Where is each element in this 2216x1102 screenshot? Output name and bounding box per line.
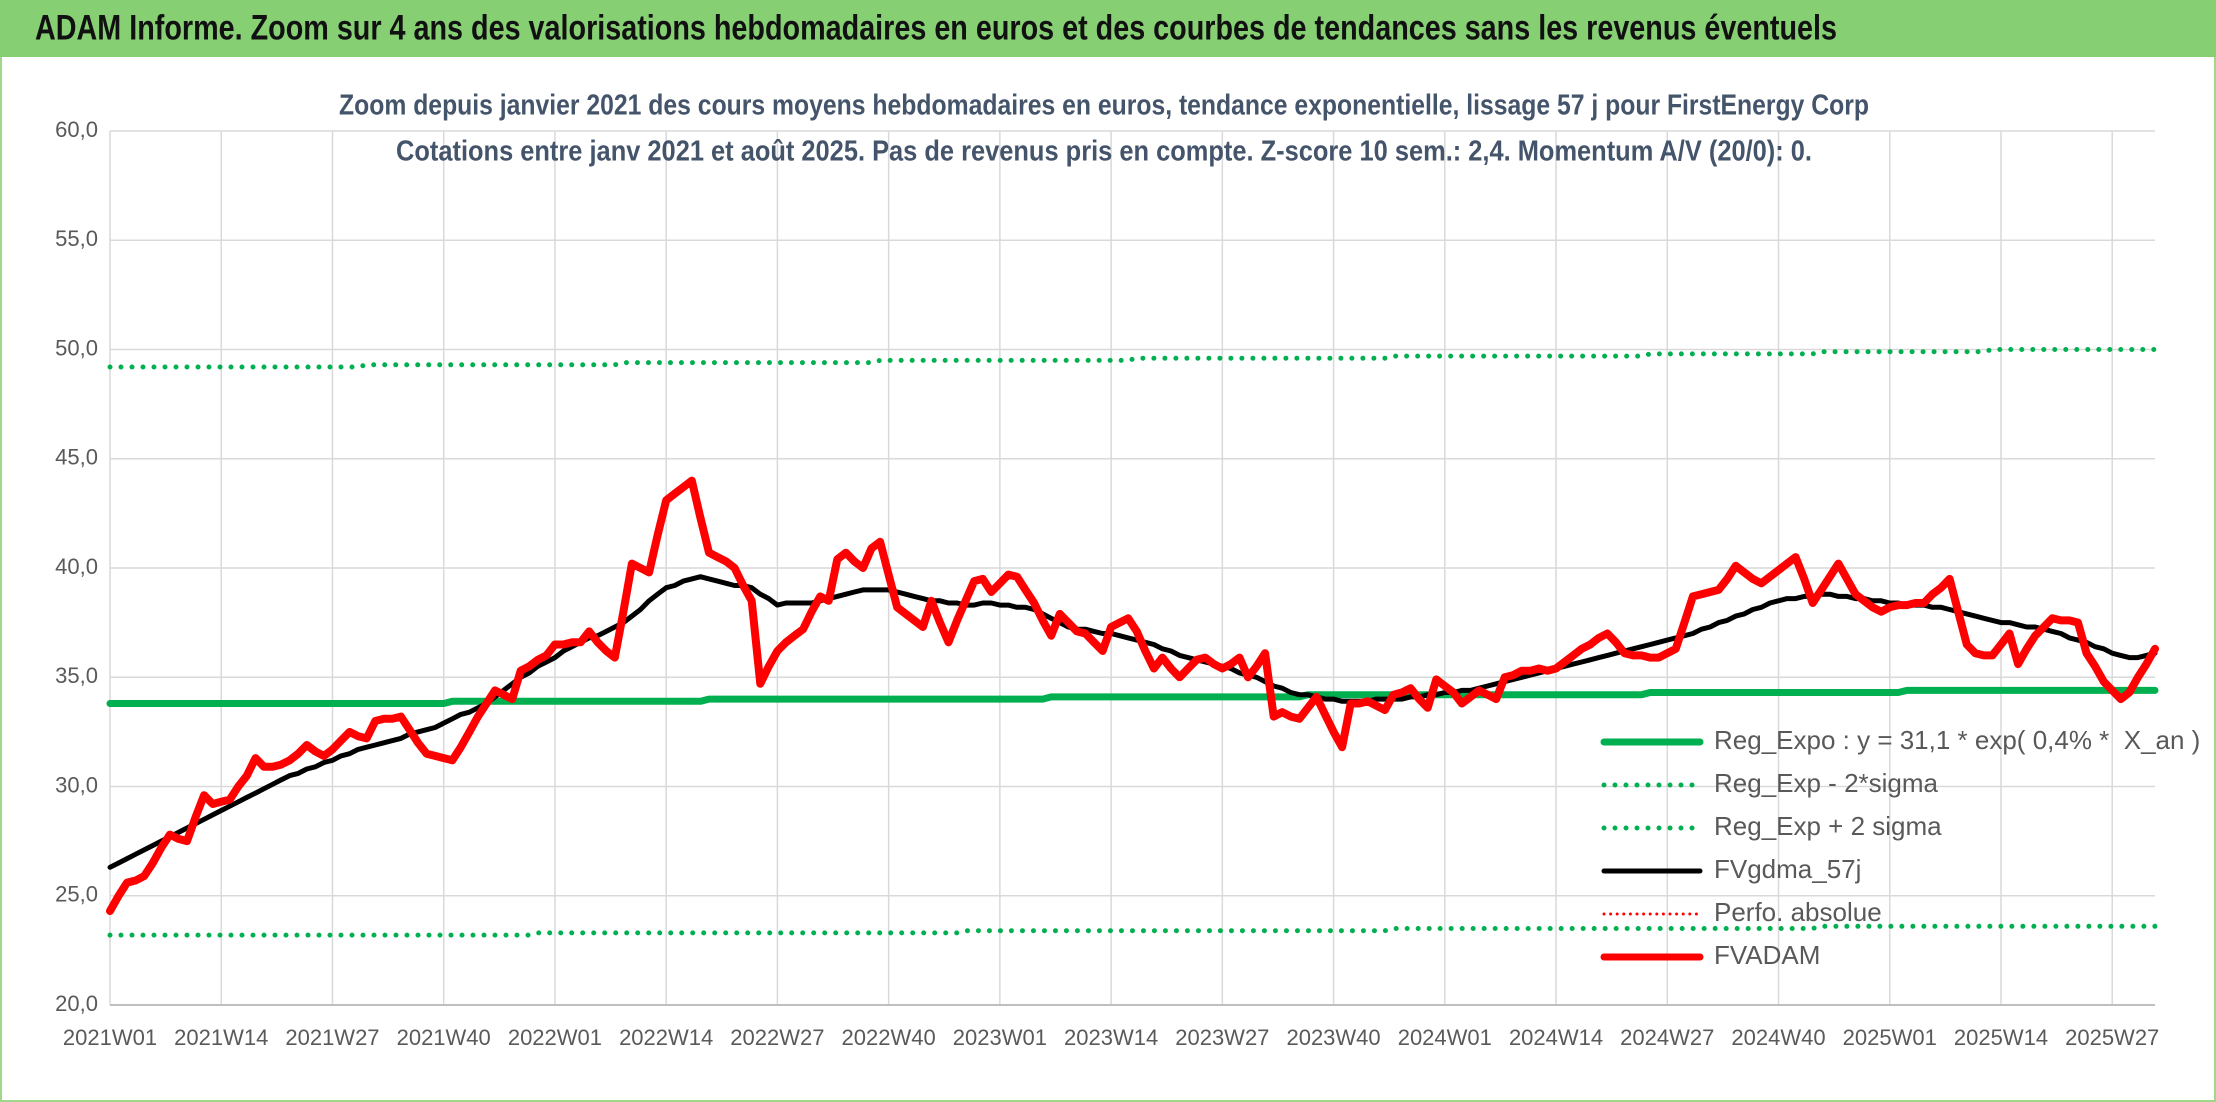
y-tick-label: 50,0 (55, 335, 98, 360)
x-tick-label: 2024W27 (1620, 1025, 1714, 1050)
legend-label: Reg_Exp + 2 sigma (1714, 811, 1942, 841)
y-tick-label: 30,0 (55, 772, 98, 797)
legend-label: FVADAM (1714, 940, 1820, 970)
x-tick-label: 2024W01 (1398, 1025, 1492, 1050)
x-tick-label: 2025W01 (1843, 1025, 1937, 1050)
header-title: ADAM Informe. Zoom sur 4 ans des valoris… (35, 8, 1837, 47)
y-tick-label: 45,0 (55, 445, 98, 470)
y-tick-label: 40,0 (55, 554, 98, 579)
x-tick-label: 2024W14 (1509, 1025, 1603, 1050)
series-line (106, 686, 2159, 707)
x-tick-label: 2023W14 (1064, 1025, 1158, 1050)
x-tick-label: 2023W01 (953, 1025, 1047, 1050)
chart-subtitle: Cotations entre janv 2021 et août 2025. … (396, 136, 1812, 168)
y-tick-label: 25,0 (55, 882, 98, 907)
x-tick-label: 2021W01 (63, 1025, 157, 1050)
series-line (107, 923, 2158, 938)
x-tick-label: 2024W40 (1731, 1025, 1825, 1050)
x-tick-label: 2021W27 (285, 1025, 379, 1050)
y-tick-label: 60,0 (55, 117, 98, 142)
y-tick-label: 35,0 (55, 663, 98, 688)
series-line (106, 476, 2159, 915)
legend-label: FVgdma_57j (1714, 854, 1861, 884)
x-tick-label: 2025W27 (2065, 1025, 2159, 1050)
x-tick-label: 2021W14 (174, 1025, 268, 1050)
y-tick-label: 55,0 (55, 226, 98, 251)
x-tick-label: 2022W01 (508, 1025, 602, 1050)
x-tick-label: 2022W40 (842, 1025, 936, 1050)
x-tick-label: 2025W14 (1954, 1025, 2048, 1050)
x-tick-label: 2023W27 (1175, 1025, 1269, 1050)
header-bar (0, 0, 2216, 57)
subtitle-background (330, 133, 1878, 173)
x-tick-label: 2021W40 (397, 1025, 491, 1050)
x-tick-label: 2022W14 (619, 1025, 713, 1050)
series-line (107, 347, 2158, 370)
subtitle-background (330, 87, 1878, 127)
x-tick-label: 2023W40 (1286, 1025, 1380, 1050)
chart-subtitle: Zoom depuis janvier 2021 des cours moyen… (339, 90, 1869, 122)
x-tick-label: 2022W27 (730, 1025, 824, 1050)
y-tick-label: 20,0 (55, 991, 98, 1016)
legend-label: Reg_Expo : y = 31,1 * exp( 0,4% * X_an ) (1714, 725, 2200, 755)
legend-label: Perfo. absolue (1714, 897, 1882, 927)
legend-label: Reg_Exp - 2*sigma (1714, 768, 1939, 798)
